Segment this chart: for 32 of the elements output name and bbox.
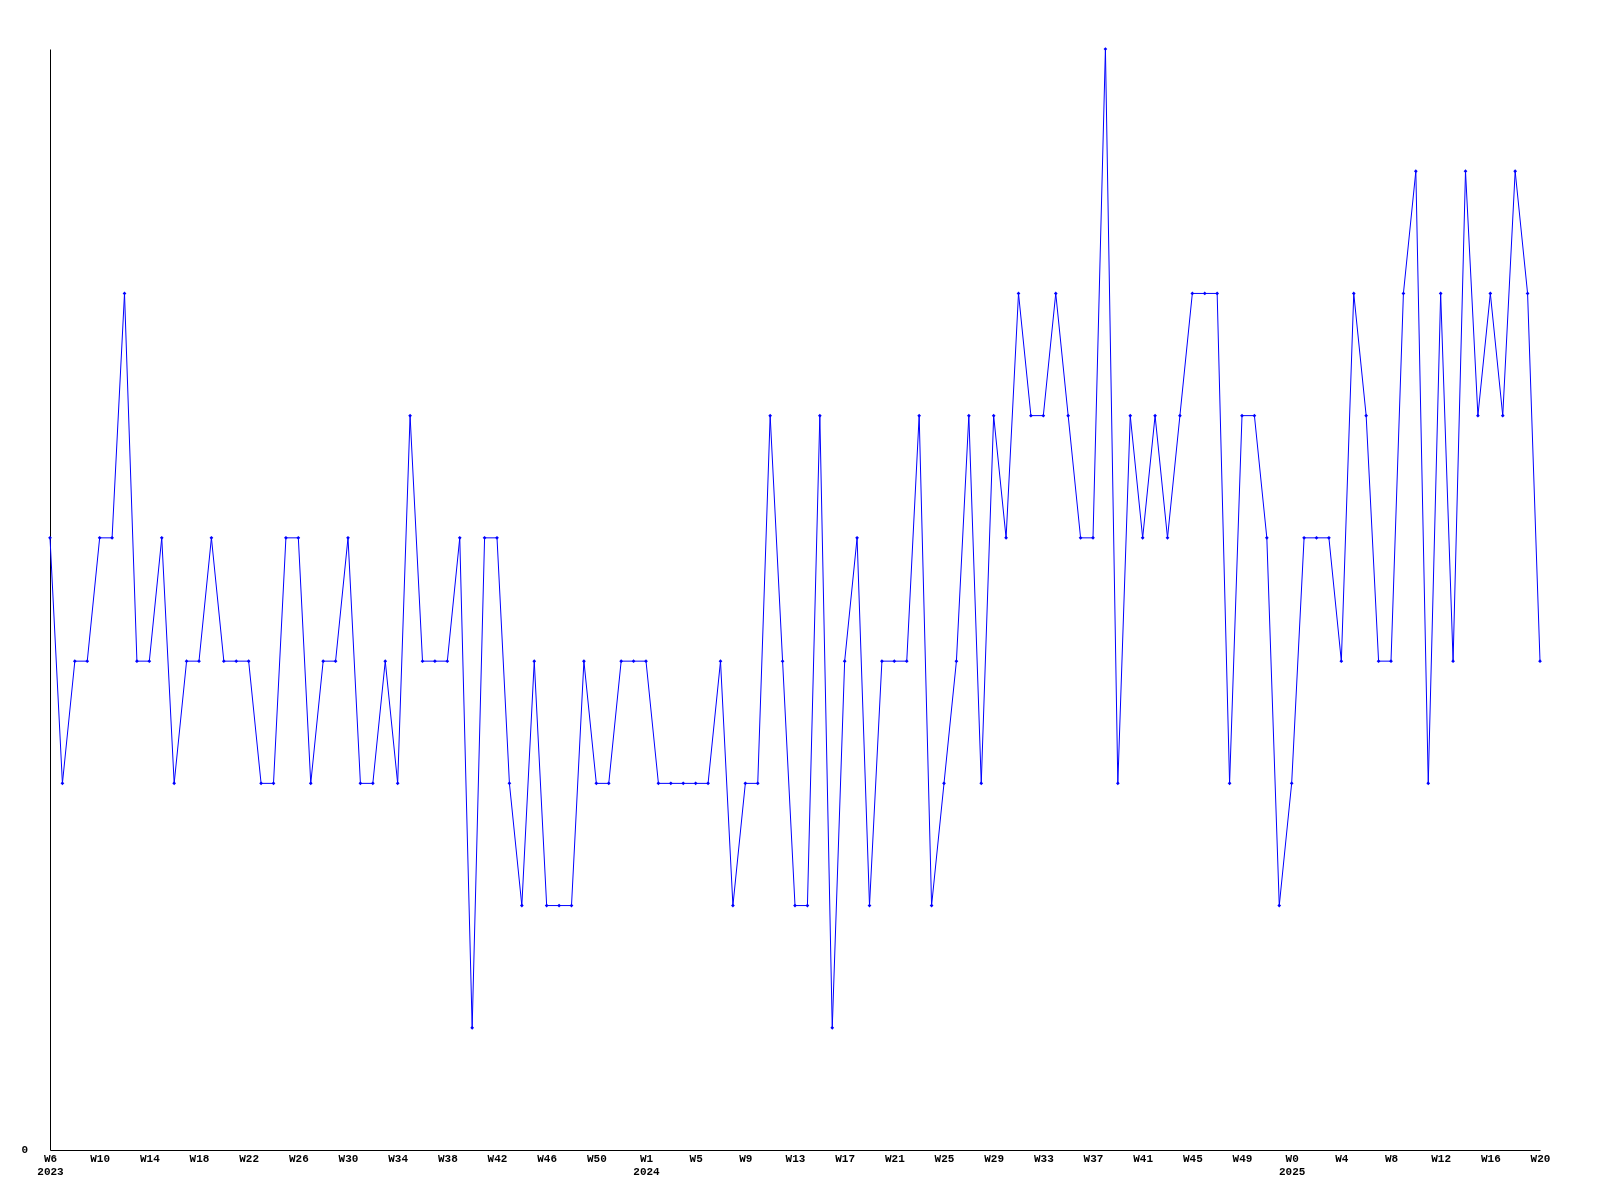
x-tick-label: W20 <box>1530 1152 1551 1165</box>
x-tick-label: W22 <box>239 1152 260 1165</box>
x-tick-label: W12 <box>1431 1152 1452 1165</box>
x-tick-label: W50 <box>586 1152 607 1165</box>
x-tick-label: W21 <box>884 1152 906 1165</box>
x-tick-label: W5 <box>689 1152 704 1165</box>
x-tick-label: W4 <box>1335 1152 1349 1165</box>
x-tick-label: W25 <box>934 1152 955 1165</box>
x-tick-label: W0 2025 <box>1278 1152 1306 1178</box>
x-tick-label: W41 <box>1133 1152 1154 1165</box>
x-tick-label: W10 <box>90 1152 111 1165</box>
x-tick-label: W30 <box>338 1152 359 1165</box>
x-tick-label: W16 <box>1480 1152 1501 1165</box>
x-tick-label: W38 <box>437 1152 459 1165</box>
x-tick-label: W1 2024 <box>633 1152 661 1178</box>
x-tick-label: W14 <box>139 1152 161 1165</box>
x-tick-label: W8 <box>1384 1152 1399 1165</box>
x-tick-label: W49 <box>1232 1152 1253 1165</box>
x-tick-label: W6 2023 <box>37 1152 65 1178</box>
text: 0 <box>21 1144 28 1156</box>
x-tick-label: W17 <box>835 1152 856 1165</box>
x-tick-label: W34 <box>388 1152 409 1165</box>
x-tick-label: W37 <box>1083 1152 1104 1165</box>
x-tick-label: W33 <box>1033 1152 1055 1165</box>
x-tick-label: W45 <box>1182 1152 1204 1165</box>
x-tick-label: W46 <box>537 1152 558 1165</box>
x-tick-label: W18 <box>189 1152 210 1165</box>
x-tick-label: W9 <box>739 1152 753 1165</box>
x-tick-label: W29 <box>984 1152 1005 1165</box>
x-tick-label: W26 <box>288 1152 309 1165</box>
x-tick-label: W13 <box>785 1152 806 1165</box>
x-tick-label: W42 <box>487 1152 508 1165</box>
